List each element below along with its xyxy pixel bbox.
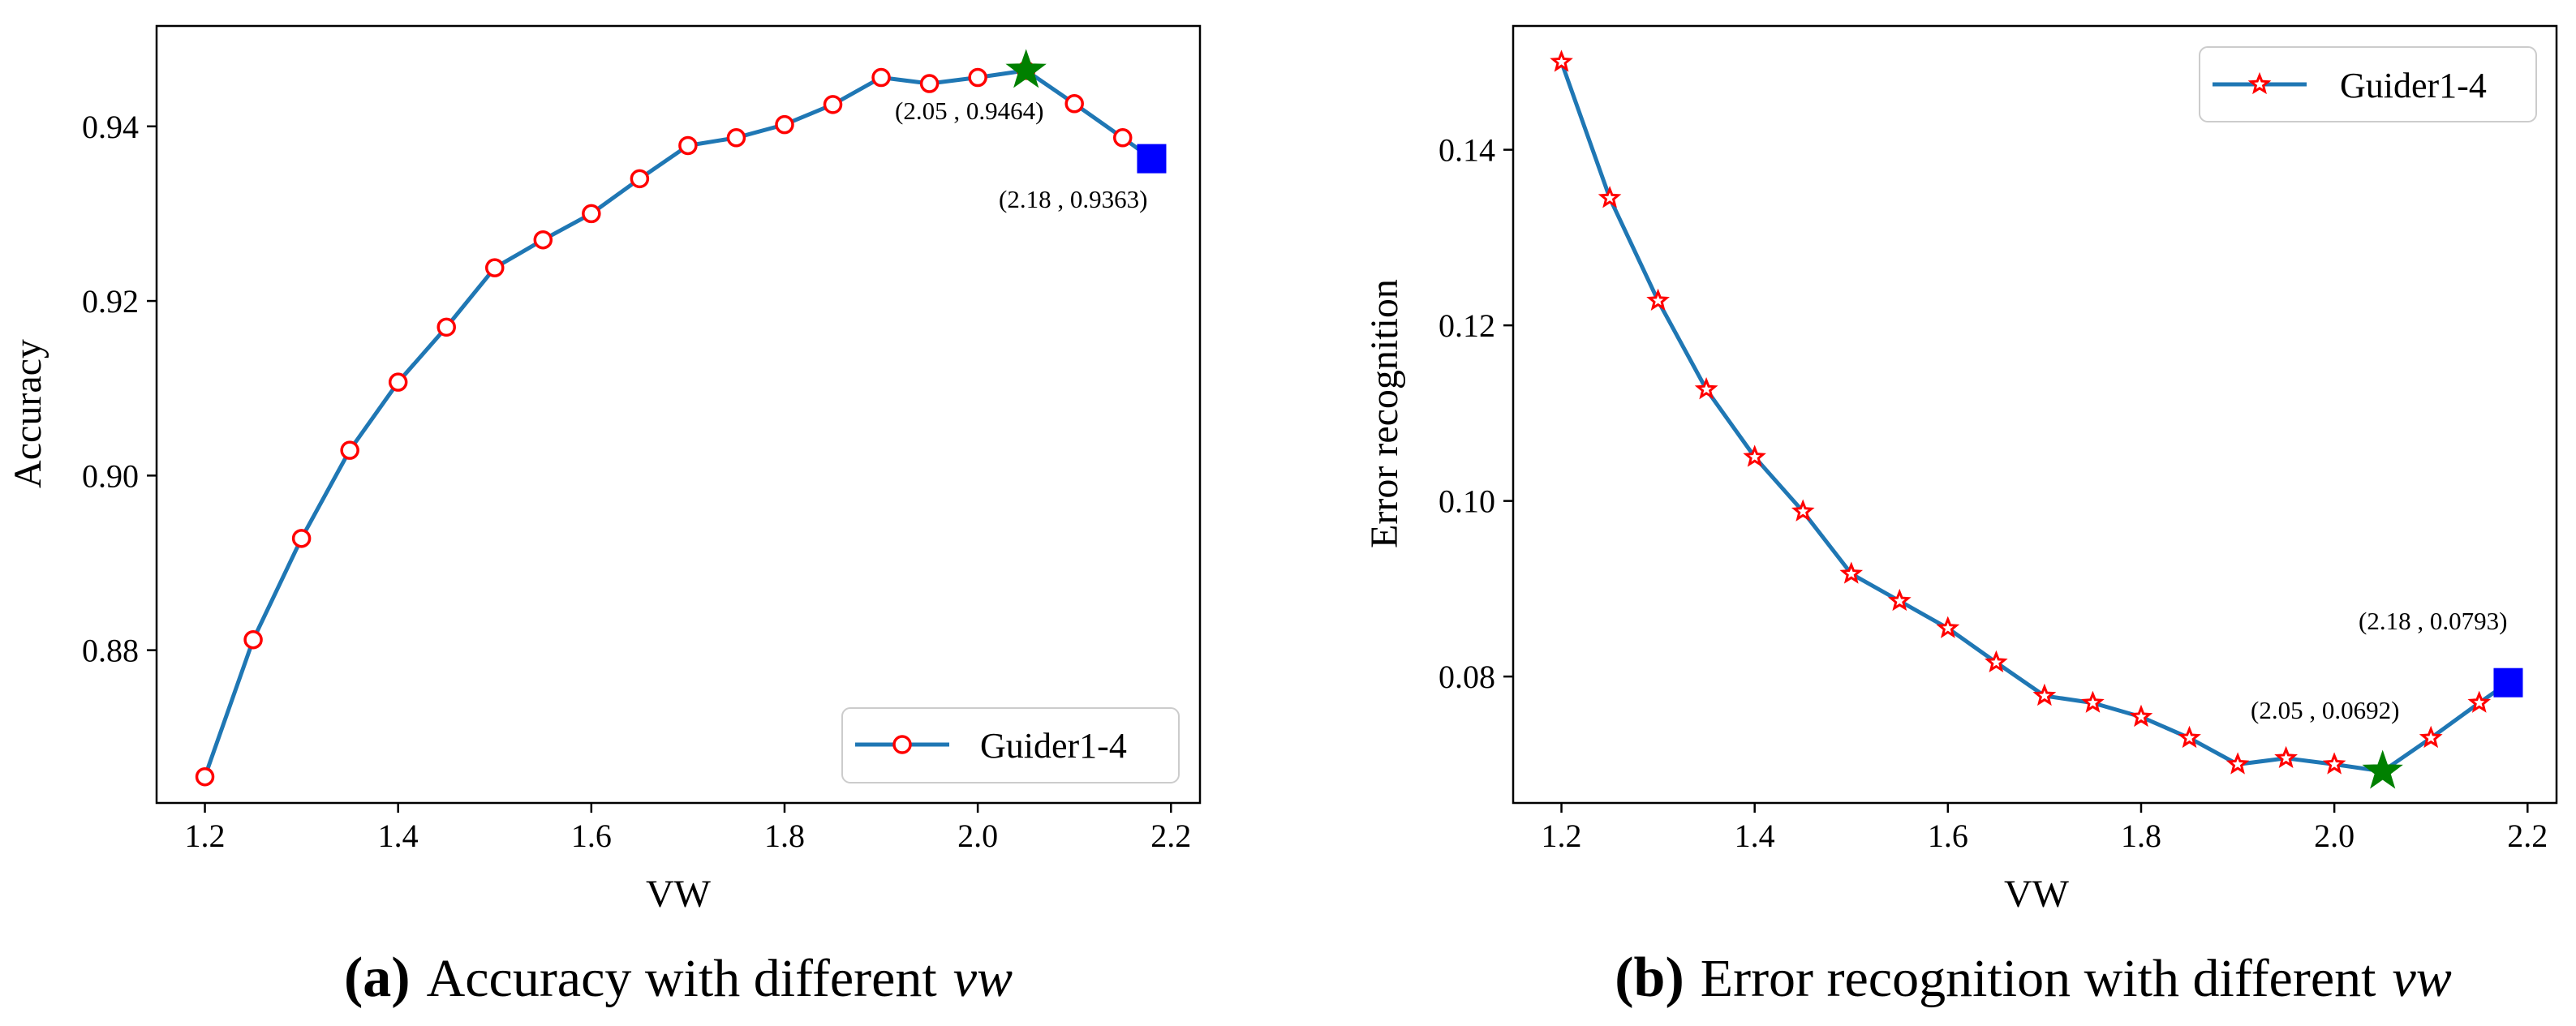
end-point-square [2493,668,2523,698]
legend: Guider1-4 [841,707,1180,783]
x-tick-label: 1.2 [185,818,226,854]
plot-frame [155,24,1202,805]
caption-a: (a) Accuracy with different vw [344,947,1013,1009]
data-point [582,204,601,224]
x-tick-label: 2.0 [957,818,998,854]
x-tick-label: 2.0 [2314,818,2355,854]
data-point [2226,752,2250,775]
annotation-best-point: (2.05 , 0.9464) [895,97,1043,125]
x-axis-title: VW [646,873,712,916]
y-tick-label: 0.10 [1439,483,1495,520]
data-point [1936,616,1960,638]
data-point [1550,49,1573,72]
y-tick-label: 0.88 [82,633,139,669]
series-layer [1559,61,2509,774]
data-point [291,529,312,548]
data-point [243,629,263,650]
x-tick-label: 2.2 [1150,818,1191,854]
y-axis-title: Error recognition [1363,279,1406,548]
x-tick-label: 1.6 [571,818,612,854]
data-point [340,440,359,460]
data-point [437,317,456,337]
data-point [1646,288,1670,311]
x-tick-label: 1.8 [764,818,805,854]
data-point [871,67,891,88]
annotation-best-point: (2.05 , 0.0692) [2251,696,2399,724]
legend-marker [2247,71,2272,95]
caption-b-letter: (b) [1615,947,1684,1009]
ticks-layer: 1.2 1.4 1.6 1.8 2.0 2.2 0.08 0.10 0.12 0.14 [1439,132,2548,854]
legend-box [841,707,1180,783]
x-axis-title: VW [2004,873,2070,916]
x-tick-label: 1.4 [378,818,419,854]
x-tick-label: 2.2 [2507,818,2548,854]
annotation-end-point: (2.18 , 0.9363) [999,185,1147,213]
data-point [195,766,215,787]
data-point [678,135,698,156]
best-point-star [2362,749,2403,789]
data-point [1743,444,1766,467]
data-point [1839,561,1864,584]
legend: Guider1-4 [2199,46,2537,122]
data-point [2467,690,2492,713]
y-tick-label: 0.92 [82,283,139,320]
x-tick-label: 1.4 [1735,818,1775,854]
data-point [1985,650,2008,673]
data-point [1064,94,1084,114]
y-tick-label: 0.12 [1439,307,1495,344]
data-point [533,230,553,250]
legend-label: Guider1-4 [980,726,1127,766]
data-point [2032,683,2057,706]
best-point-star [1005,49,1047,88]
legend-box [2199,46,2537,122]
caption-b-var: vw [2392,949,2451,1008]
data-point [919,74,940,93]
x-tick-label: 1.2 [1542,818,1582,854]
caption-b-text: Error recognition with different [1701,949,2376,1008]
caption-a-letter: (a) [344,947,411,1009]
data-point [775,114,794,135]
data-point [1887,588,1912,612]
x-tick-label: 1.6 [1928,818,1968,854]
data-point [2274,745,2298,768]
y-tick-label: 0.08 [1439,659,1495,695]
data-point [726,128,746,148]
legend-label: Guider1-4 [2340,66,2487,105]
y-axis-title: Accuracy [6,339,49,488]
data-point [2081,690,2105,713]
data-point [1112,128,1133,148]
data-point [1791,499,1815,522]
data-point [485,258,505,277]
markers-layer [1550,49,2523,789]
y-tick-label: 0.94 [82,109,139,145]
series-line [203,68,1153,778]
data-point [823,95,843,114]
data-point [388,372,408,392]
data-point [1598,186,1622,208]
series-line [1559,61,2509,774]
series-layer [203,68,1153,778]
accuracy-chart: 1.2 1.4 1.6 1.8 2.0 2.2 0.88 0.90 0.92 0.94 (2.05… [6,24,1202,1009]
data-point [630,169,650,189]
data-point [2129,704,2153,728]
y-tick-label: 0.14 [1439,132,1495,169]
ticks-layer: 1.2 1.4 1.6 1.8 2.0 2.2 0.88 0.90 0.92 0.94 [82,109,1191,854]
x-tick-label: 1.8 [2121,818,2161,854]
legend-marker [892,735,912,754]
annotation-end-point: (2.18 , 0.0793) [2359,607,2507,635]
data-point [968,67,987,88]
data-point [2178,725,2201,749]
error-recognition-chart: 1.2 1.4 1.6 1.8 2.0 2.2 0.08 0.10 0.12 0.14 (2.05… [1363,24,2558,1009]
plot-frame [1512,24,2558,805]
caption-a-var: vw [953,949,1013,1008]
caption-b: (b) Error recognition with different vw [1615,947,2452,1009]
markers-layer [195,49,1167,787]
data-point [1694,377,1718,400]
caption-a-text: Accuracy with different [427,949,937,1008]
data-point [2322,752,2346,775]
data-point [2419,725,2443,749]
end-point-square [1137,144,1167,174]
y-tick-label: 0.90 [82,457,139,494]
